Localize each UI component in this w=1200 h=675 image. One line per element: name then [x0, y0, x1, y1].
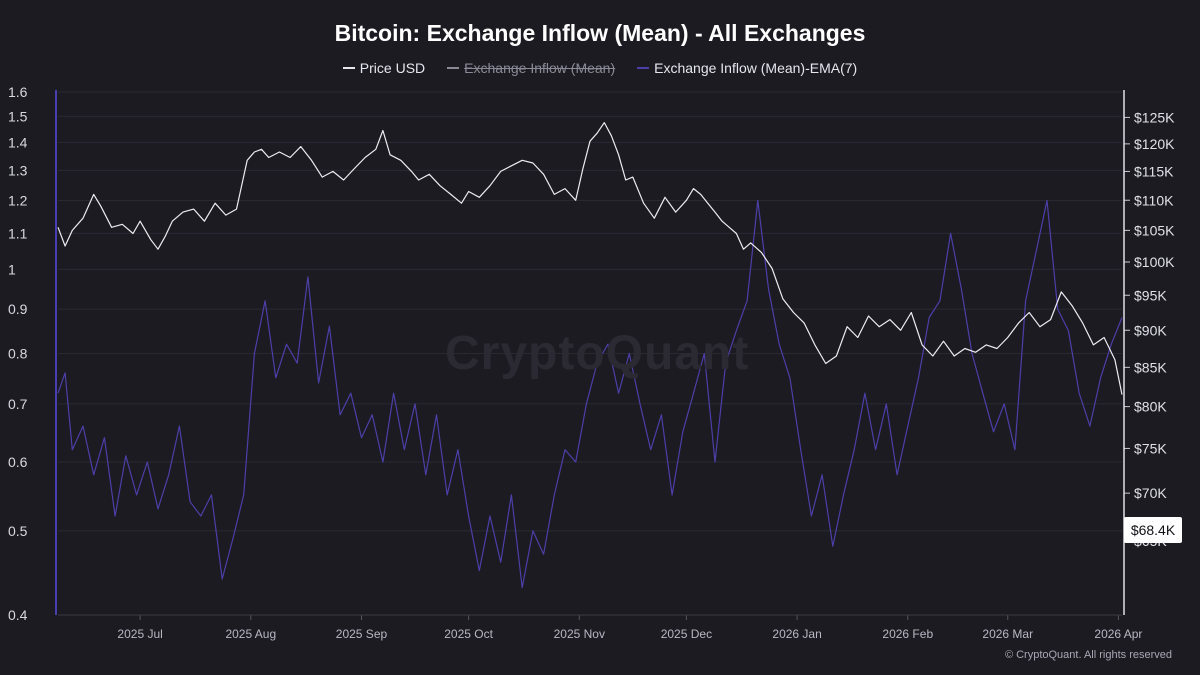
right-tick-label-5: $90K: [1134, 322, 1167, 338]
x-tick-label-9: 2026 Apr: [1094, 627, 1142, 641]
right-tick-label-6: $95K: [1134, 287, 1167, 303]
grid-lines: [58, 91, 1122, 616]
series-line-ema: [57, 199, 1123, 589]
left-tick-label-11: 1.5: [8, 108, 28, 124]
left-tick-label-2: 0.6: [8, 454, 28, 470]
x-tick-label-3: 2025 Oct: [444, 627, 493, 641]
x-tick-label-8: 2026 Mar: [982, 627, 1033, 641]
axis-overlay: $68.4K: [55, 90, 1182, 616]
x-tick-label-6: 2026 Jan: [772, 627, 821, 641]
x-tick-label-2: 2025 Sep: [336, 627, 388, 641]
chart-legend: Price USD Exchange Inflow (Mean) Exchang…: [0, 60, 1200, 76]
left-tick-label-12: 1.6: [8, 84, 28, 100]
x-tick-label-0: 2025 Jul: [117, 627, 162, 641]
legend-item-price[interactable]: Price USD: [342, 60, 426, 76]
right-tick-label-2: $75K: [1134, 440, 1167, 456]
legend-label-inflow: Exchange Inflow (Mean): [464, 60, 616, 76]
legend-item-ema[interactable]: Exchange Inflow (Mean)-EMA(7): [637, 60, 857, 76]
x-tick-label-4: 2025 Nov: [554, 627, 605, 641]
left-tick-label-6: 1: [8, 261, 16, 277]
left-tick-label-10: 1.4: [8, 134, 28, 150]
right-tick-label-12: $125K: [1134, 109, 1175, 125]
legend-swatch-ema: [637, 67, 650, 69]
right-axis: $65K$70K$75K$80K$85K$90K$95K$100K$105K$1…: [1124, 109, 1175, 549]
left-tick-label-4: 0.8: [8, 346, 28, 362]
right-tick-label-10: $115K: [1134, 163, 1174, 179]
right-tick-label-3: $80K: [1134, 399, 1167, 415]
right-tick-label-1: $70K: [1134, 485, 1167, 501]
last-price-box: [1124, 517, 1182, 543]
chart-title: Bitcoin: Exchange Inflow (Mean) - All Ex…: [334, 20, 866, 46]
series-lines: [57, 121, 1123, 589]
x-tick-label-7: 2026 Feb: [882, 627, 933, 641]
left-tick-label-9: 1.3: [8, 162, 28, 178]
left-tick-label-8: 1.2: [8, 193, 28, 209]
watermark-logo: CryptoQuant: [445, 327, 750, 380]
left-axis: 0.4 0.5 0.6 0.7 0.8 0.9 1 1.1 1.2 1.3 1.4 1.5 1.6: [8, 84, 28, 623]
x-axis: 2025 Jul 2025 Aug 2025 Sep 2025 Oct 2025 Nov…: [117, 615, 1142, 641]
left-tick-label-5: 0.9: [8, 301, 28, 317]
series-line-price: [57, 121, 1123, 395]
right-tick-label-8: $105K: [1134, 222, 1175, 238]
legend-swatch-inflow: [447, 67, 460, 69]
x-tick-label-5: 2025 Dec: [661, 627, 712, 641]
legend-label-ema: Exchange Inflow (Mean)-EMA(7): [654, 60, 858, 76]
left-tick-label-1: 0.5: [8, 523, 28, 539]
right-tick-label-9: $110K: [1134, 192, 1174, 208]
legend-item-inflow[interactable]: Exchange Inflow (Mean): [447, 60, 615, 76]
right-tick-label-7: $100K: [1134, 254, 1175, 270]
right-tick-label-4: $85K: [1134, 359, 1167, 375]
legend-swatch-price: [342, 67, 355, 69]
legend-label-price: Price USD: [359, 60, 426, 76]
left-tick-label-7: 1.1: [8, 225, 28, 241]
left-tick-label-3: 0.7: [8, 396, 28, 412]
right-tick-label-11: $120K: [1134, 136, 1175, 152]
left-tick-label-0: 0.4: [8, 607, 28, 623]
x-tick-label-1: 2025 Aug: [225, 627, 276, 641]
last-price-label: $68.4K: [1131, 522, 1176, 538]
copyright-text: © CryptoQuant. All rights reserved: [1004, 649, 1172, 661]
